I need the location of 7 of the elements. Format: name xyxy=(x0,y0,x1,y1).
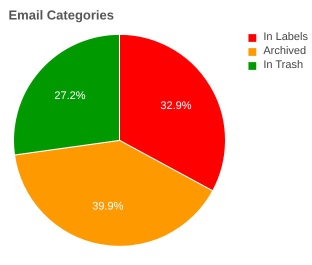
data-label: 32.9% xyxy=(160,100,192,112)
legend-label: In Labels xyxy=(263,31,308,43)
data-label: 27.2% xyxy=(54,90,86,102)
chart-title: Email Categories xyxy=(8,8,114,22)
legend-label: In Trash xyxy=(263,59,304,71)
data-label: 39.9% xyxy=(92,200,124,213)
legend-label: Archived xyxy=(263,45,306,57)
